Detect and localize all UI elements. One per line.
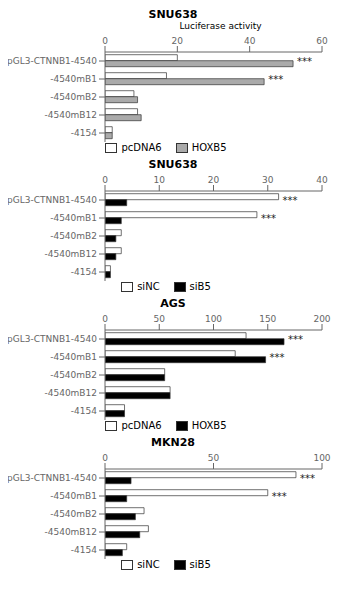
svg-text:40: 40 (244, 36, 256, 46)
svg-text:-4540mB12: -4540mB12 (44, 388, 97, 398)
svg-text:-4540mB1: -4540mB1 (50, 491, 97, 501)
svg-text:-4540mB1: -4540mB1 (50, 213, 97, 223)
svg-text:0: 0 (102, 36, 108, 46)
svg-text:-4154: -4154 (71, 128, 97, 138)
svg-text:10: 10 (154, 175, 166, 185)
svg-text:-4540mB1: -4540mB1 (50, 74, 97, 84)
svg-text:-4540mB12: -4540mB12 (44, 110, 97, 120)
svg-text:150: 150 (259, 314, 276, 324)
svg-text:***: *** (270, 352, 285, 363)
svg-text:***: *** (261, 213, 276, 224)
svg-text:100: 100 (205, 314, 222, 324)
svg-text:50: 50 (208, 453, 220, 463)
svg-text:***: *** (288, 334, 303, 345)
html-text:Luciferase activity: Luciferase activity (179, 21, 262, 31)
svg-text:-4540mB12: -4540mB12 (44, 527, 97, 537)
svg-text:pGL3-CTNNB1-4540: pGL3-CTNNB1-4540 (8, 195, 97, 205)
svg-text:-4154: -4154 (71, 267, 97, 277)
svg-text:-4540mB1: -4540mB1 (50, 352, 97, 362)
html-text:siNC: siNC (137, 559, 160, 570)
svg-text:30: 30 (262, 175, 274, 185)
svg-text:***: *** (272, 491, 287, 502)
html-text:SNU638: SNU638 (148, 158, 198, 171)
html-text:HOXB5: HOXB5 (191, 142, 227, 153)
svg-text:pGL3-CTNNB1-4540: pGL3-CTNNB1-4540 (8, 473, 97, 483)
svg-text:***: *** (300, 473, 315, 484)
html-text:pcDNA6: pcDNA6 (121, 420, 162, 431)
svg-text:60: 60 (316, 36, 328, 46)
svg-text:pGL3-CTNNB1-4540: pGL3-CTNNB1-4540 (8, 334, 97, 344)
html-text:pcDNA6: pcDNA6 (121, 142, 162, 153)
svg-text:20: 20 (208, 175, 220, 185)
html-text:siB5: siB5 (189, 281, 211, 292)
svg-text:***: *** (297, 56, 312, 67)
svg-text:-4540mB2: -4540mB2 (50, 370, 97, 380)
html-text:siB5: siB5 (189, 559, 211, 570)
svg-text:0: 0 (102, 314, 108, 324)
html-text:siNC: siNC (137, 281, 160, 292)
svg-text:0: 0 (102, 453, 108, 463)
svg-text:***: *** (283, 195, 298, 206)
svg-text:50: 50 (154, 314, 166, 324)
svg-text:20: 20 (172, 36, 184, 46)
svg-text:-4540mB2: -4540mB2 (50, 509, 97, 519)
svg-text:40: 40 (316, 175, 328, 185)
svg-text:-4540mB2: -4540mB2 (50, 231, 97, 241)
svg-text:200: 200 (313, 314, 330, 324)
svg-text:pGL3-CTNNB1-4540: pGL3-CTNNB1-4540 (8, 56, 97, 66)
html-text:SNU638: SNU638 (148, 8, 198, 21)
svg-text:-4540mB12: -4540mB12 (44, 249, 97, 259)
svg-text:100: 100 (313, 453, 330, 463)
html-text:AGS: AGS (160, 297, 186, 310)
svg-text:0: 0 (102, 175, 108, 185)
svg-text:-4154: -4154 (71, 406, 97, 416)
svg-text:-4154: -4154 (71, 545, 97, 555)
svg-text:***: *** (268, 74, 283, 85)
svg-text:-4540mB2: -4540mB2 (50, 92, 97, 102)
html-text:HOXB5: HOXB5 (191, 420, 227, 431)
html-text:MKN28: MKN28 (151, 436, 195, 449)
